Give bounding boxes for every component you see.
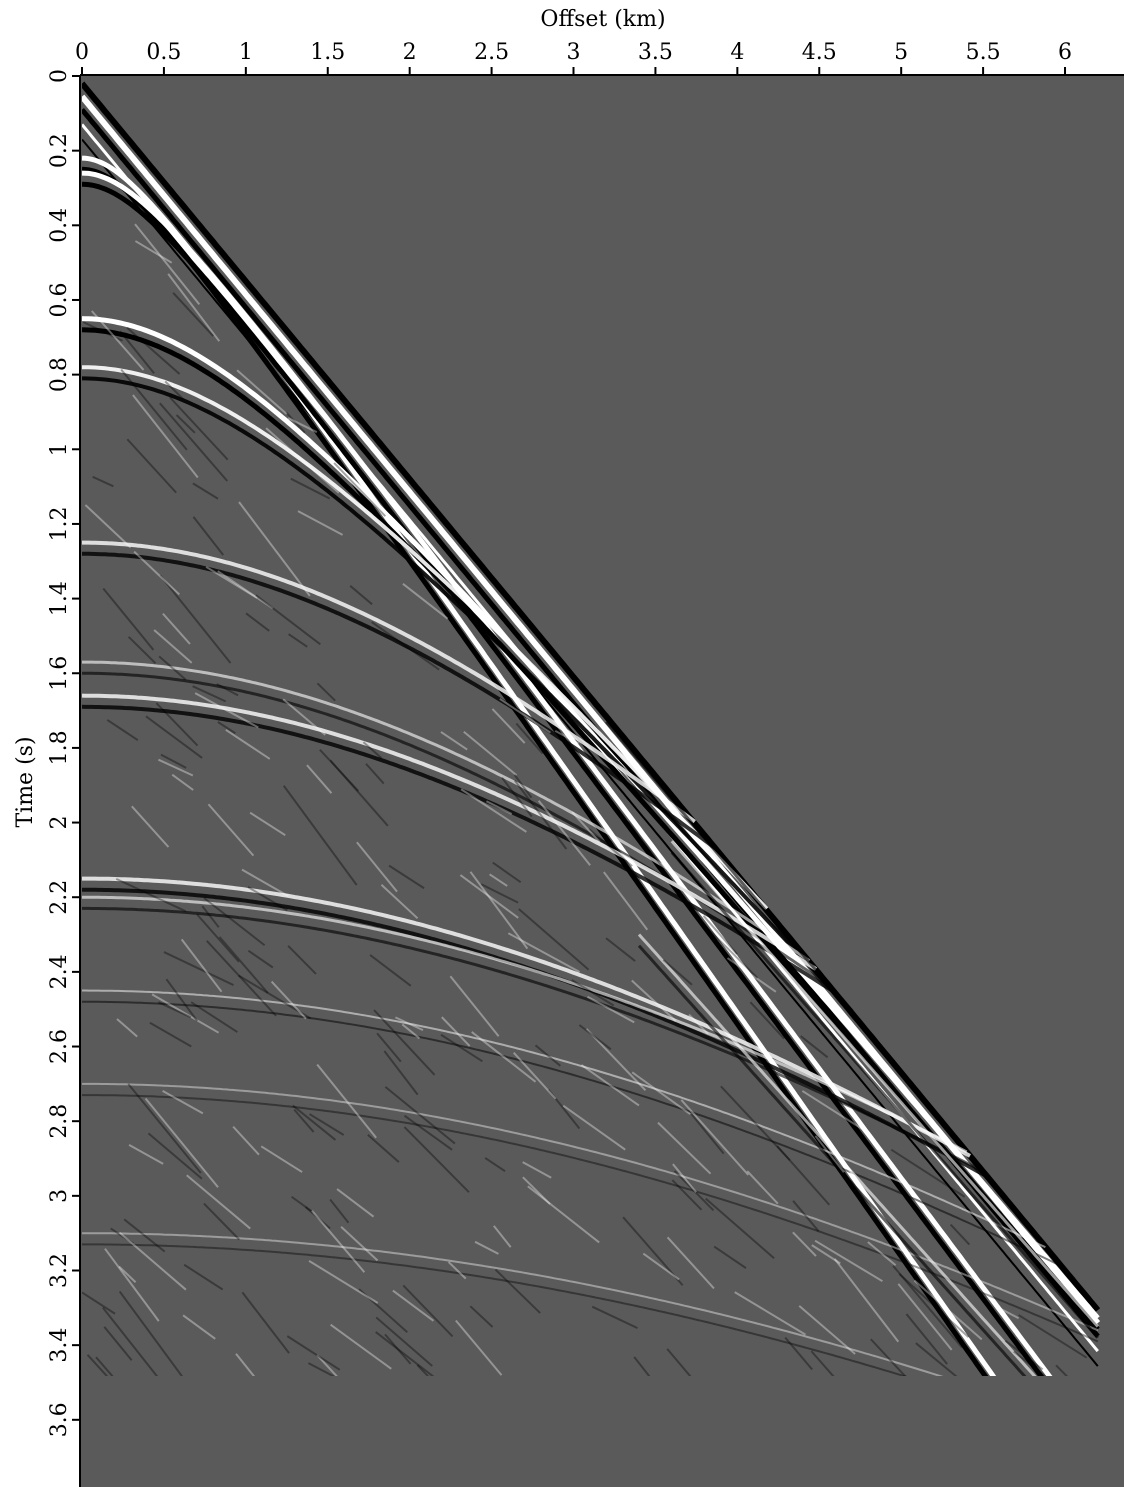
x-tick-label: 4.5: [802, 40, 837, 65]
y-tick-label: 1.6: [47, 656, 72, 691]
y-tick-label: 3.6: [47, 1402, 72, 1437]
y-tick-label: 2.6: [47, 1029, 72, 1064]
x-tick-label: 1.5: [310, 40, 345, 65]
y-tick-label: 3.4: [47, 1328, 72, 1363]
chart: Offset (km) Time (s) 0 0.5 1 1.5 2 2.5 3 3.5 4 4.…: [0, 0, 1124, 1487]
y-tick-label: 0.4: [47, 208, 72, 243]
y-tick-label: 3.2: [47, 1253, 72, 1288]
x-tick-label: 2.5: [474, 40, 509, 65]
y-tick-label: 0: [47, 69, 72, 83]
y-tick-label: 1.8: [47, 730, 72, 765]
x-tick-label: 5.5: [966, 40, 1001, 65]
x-tick-label: 0: [75, 40, 89, 65]
y-tick-label: 0.6: [47, 282, 72, 317]
x-tick-label: 3: [567, 40, 581, 65]
x-tick-label: 6: [1058, 40, 1072, 65]
y-tick-label: 1.4: [47, 581, 72, 616]
x-tick-label: 2: [403, 40, 417, 65]
y-tick-label: 0.8: [47, 357, 72, 392]
y-axis-label: Time (s): [13, 736, 38, 827]
x-tick-label: 5: [894, 40, 908, 65]
x-tick-label: 1: [239, 40, 253, 65]
x-tick-label: 3.5: [638, 40, 673, 65]
y-tick-label: 1: [47, 442, 72, 456]
y-tick-label: 3: [47, 1189, 72, 1203]
x-tick-label: 4: [730, 40, 744, 65]
y-tick-label: 2.4: [47, 954, 72, 989]
x-axis-label: Offset (km): [540, 7, 665, 32]
y-tick-label: 1.2: [47, 506, 72, 541]
y-tick-label: 0.2: [47, 133, 72, 168]
x-tick-label: 0.5: [146, 40, 181, 65]
y-tick-label: 2.2: [47, 880, 72, 915]
y-tick-label: 2: [47, 816, 72, 830]
y-tick-label: 2.8: [47, 1104, 72, 1139]
